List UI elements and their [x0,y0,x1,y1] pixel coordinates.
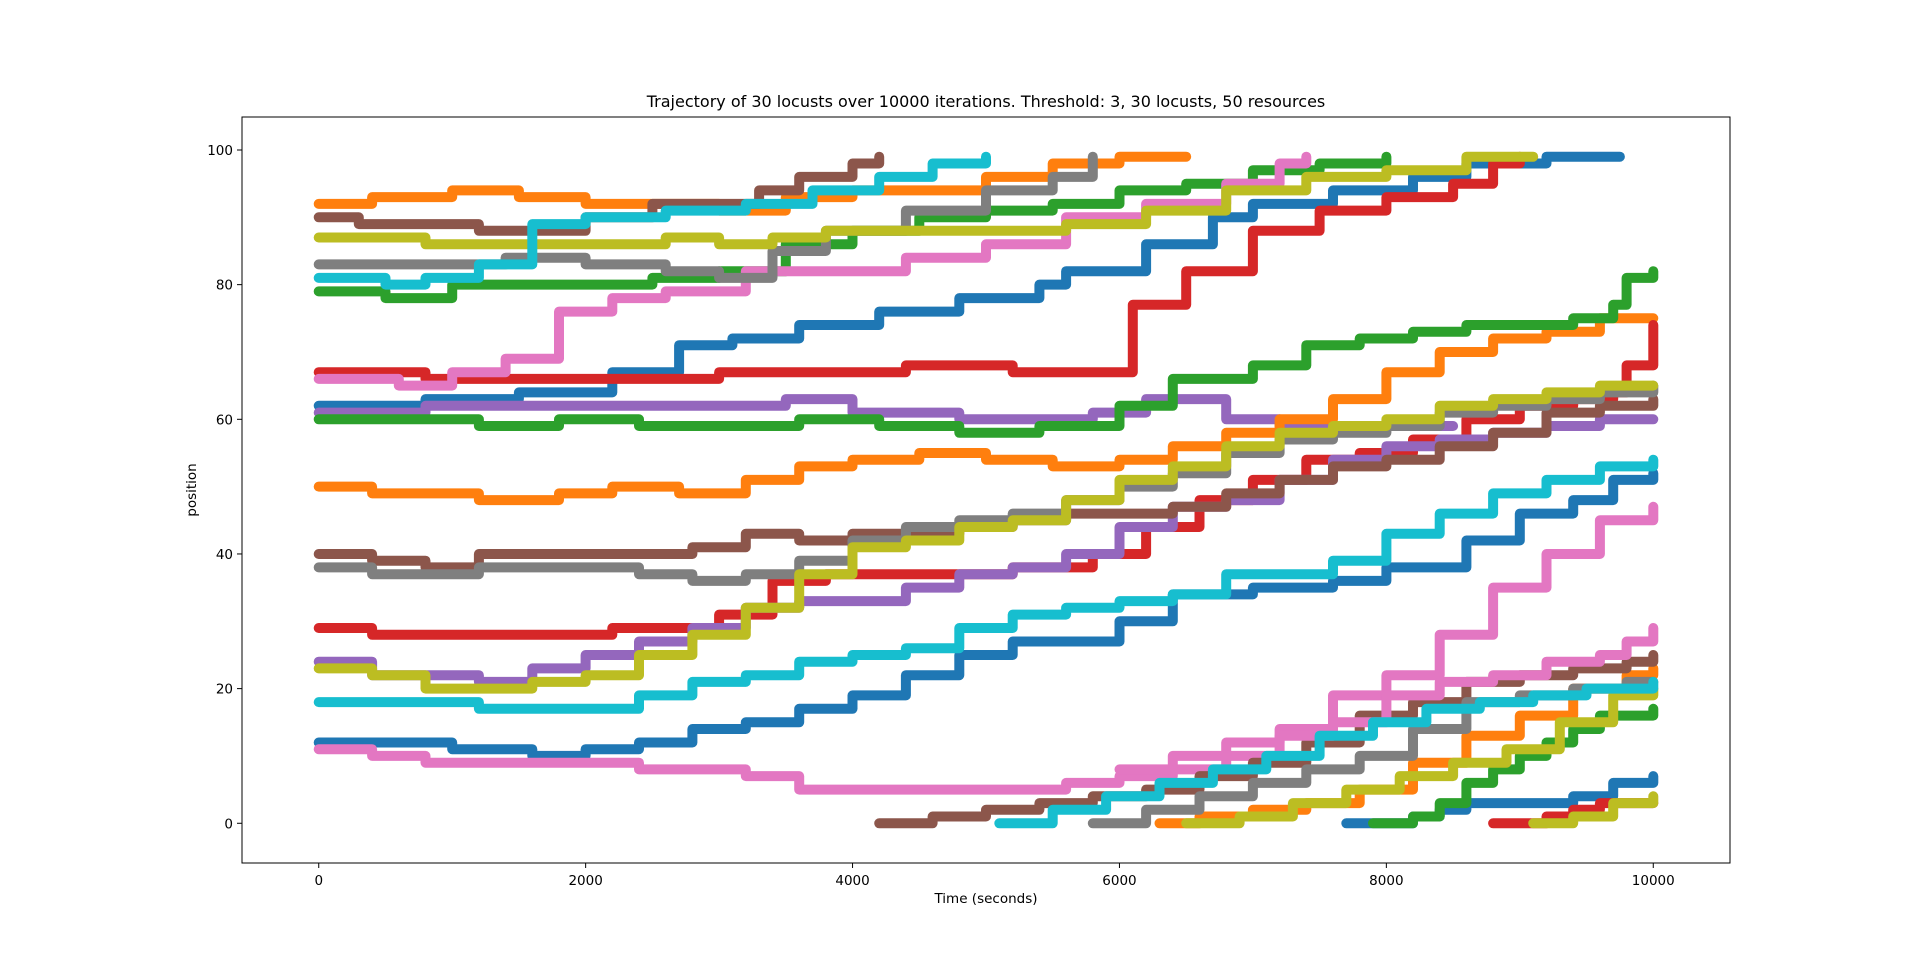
plot-area [313,151,1659,829]
series-3-trajectory [313,151,1525,384]
x-tick-label: 6000 [1102,873,1136,889]
series-10-trajectory [313,468,1659,761]
series-17-trajectory [313,380,1659,586]
series-11-trajectory [313,313,1659,506]
series-18-trajectory [313,380,1659,694]
x-tick-label: 10000 [1632,873,1675,889]
axes-frame [241,116,1731,864]
series-16-trajectory [313,501,1659,795]
series-8-trajectory [313,151,1539,250]
y-tick-label: 20 [216,682,233,698]
y-axis: 0 20 40 60 80 100 [207,143,242,832]
y-tick-label: 40 [216,547,233,563]
x-tick-label: 0 [314,873,323,889]
series-7-trajectory [313,151,1098,283]
y-tick-label: 60 [216,412,233,428]
y-axis-label: position [184,463,200,516]
series-12-trajectory [313,266,1659,438]
y-tick-label: 80 [216,278,233,294]
x-tick-label: 8000 [1369,873,1403,889]
series-9-trajectory [313,151,991,290]
series-0-trajectory [313,151,1625,411]
series-25-trajectory [1114,623,1659,775]
x-tick-label: 2000 [568,873,602,889]
series-28-trajectory [994,676,1659,829]
x-tick-label: 4000 [835,873,869,889]
y-tick-label: 0 [224,816,233,832]
y-tick-label: 100 [207,143,233,159]
chart-title: Trajectory of 30 locusts over 10000 iter… [646,92,1326,111]
series-19-trajectory [313,454,1659,714]
series-24-trajectory [874,650,1659,829]
series-22-trajectory [1368,703,1659,829]
x-axis: 0 2000 4000 6000 8000 10000 [314,863,1675,889]
series-29-trajectory [1528,791,1659,829]
series-27-trajectory [1181,683,1659,829]
x-axis-label: Time (seconds) [933,891,1037,907]
